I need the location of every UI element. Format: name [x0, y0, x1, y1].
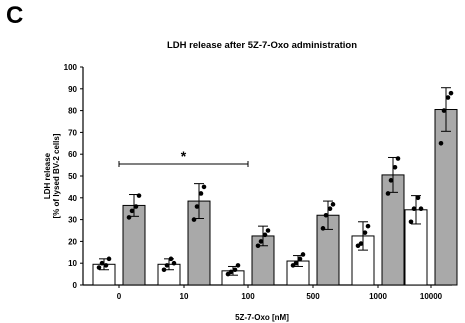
- data-point: [262, 232, 268, 238]
- data-point: [235, 263, 241, 268]
- chart-title: LDH release after 5Z-7-Oxo administratio…: [167, 40, 357, 51]
- data-point: [126, 215, 132, 220]
- data-point: [201, 184, 207, 190]
- data-point: [445, 95, 451, 100]
- data-point: [198, 191, 204, 196]
- x-tick-label: 10: [180, 292, 189, 301]
- data-point: [194, 204, 200, 209]
- data-point: [365, 223, 371, 229]
- data-point: [136, 193, 142, 198]
- data-point: [258, 239, 264, 244]
- x-tick-label: 10000: [420, 292, 443, 301]
- x-tick-label: 0: [117, 292, 122, 301]
- significance-marker: *: [181, 148, 187, 164]
- data-point: [161, 267, 167, 273]
- x-tick-label: 1000: [369, 292, 387, 301]
- data-point: [330, 202, 336, 207]
- data-point: [228, 269, 234, 275]
- data-point: [300, 252, 306, 257]
- data-point: [441, 108, 447, 113]
- data-point: [255, 243, 261, 249]
- y-tick-label: 90: [68, 85, 77, 94]
- y-tick-label: 10: [68, 259, 77, 268]
- data-point: [415, 195, 421, 201]
- data-point: [327, 206, 333, 211]
- x-axis-title: 5Z-7-Oxo [nM]: [235, 313, 289, 322]
- data-point: [438, 141, 444, 146]
- data-point: [418, 206, 424, 211]
- y-tick-label: 60: [68, 150, 77, 159]
- data-point: [103, 263, 109, 268]
- y-tick-label: 30: [68, 216, 77, 225]
- data-point: [408, 219, 414, 225]
- data-point: [191, 217, 197, 222]
- data-point: [297, 256, 303, 262]
- bar-treated: [122, 204, 146, 286]
- y-tick-label: 0: [73, 281, 78, 290]
- data-point: [106, 256, 112, 262]
- data-point: [265, 228, 271, 233]
- data-point: [395, 156, 401, 161]
- x-tick-label: 100: [241, 292, 255, 301]
- y-tick-label: 20: [68, 237, 77, 246]
- y-tick-label: 50: [68, 172, 77, 181]
- data-point: [164, 263, 170, 268]
- data-point: [168, 256, 174, 262]
- y-tick-label: 70: [68, 128, 77, 137]
- data-point: [232, 267, 238, 273]
- y-axis-title-line1: LDH release: [43, 152, 52, 199]
- y-tick-label: 80: [68, 107, 77, 116]
- data-point: [129, 208, 135, 214]
- y-axis-title-line2: [% of lysed BV-2 cells]: [52, 133, 61, 218]
- data-point: [411, 206, 417, 211]
- data-point: [133, 204, 139, 209]
- data-point: [320, 226, 326, 231]
- data-point: [362, 230, 368, 235]
- data-point: [448, 90, 454, 96]
- data-point: [388, 178, 394, 183]
- y-tick-label: 40: [68, 194, 77, 203]
- data-point: [358, 241, 364, 246]
- data-point: [293, 260, 299, 266]
- bar-treated: [434, 109, 458, 286]
- data-point: [96, 265, 102, 270]
- data-point: [392, 164, 398, 170]
- x-tick-label: 500: [306, 292, 320, 301]
- data-point: [171, 260, 177, 266]
- data-point: [385, 191, 391, 196]
- y-tick-label: 100: [64, 63, 78, 72]
- panel-letter: C: [6, 2, 24, 29]
- data-point: [99, 260, 105, 266]
- data-point: [323, 212, 329, 218]
